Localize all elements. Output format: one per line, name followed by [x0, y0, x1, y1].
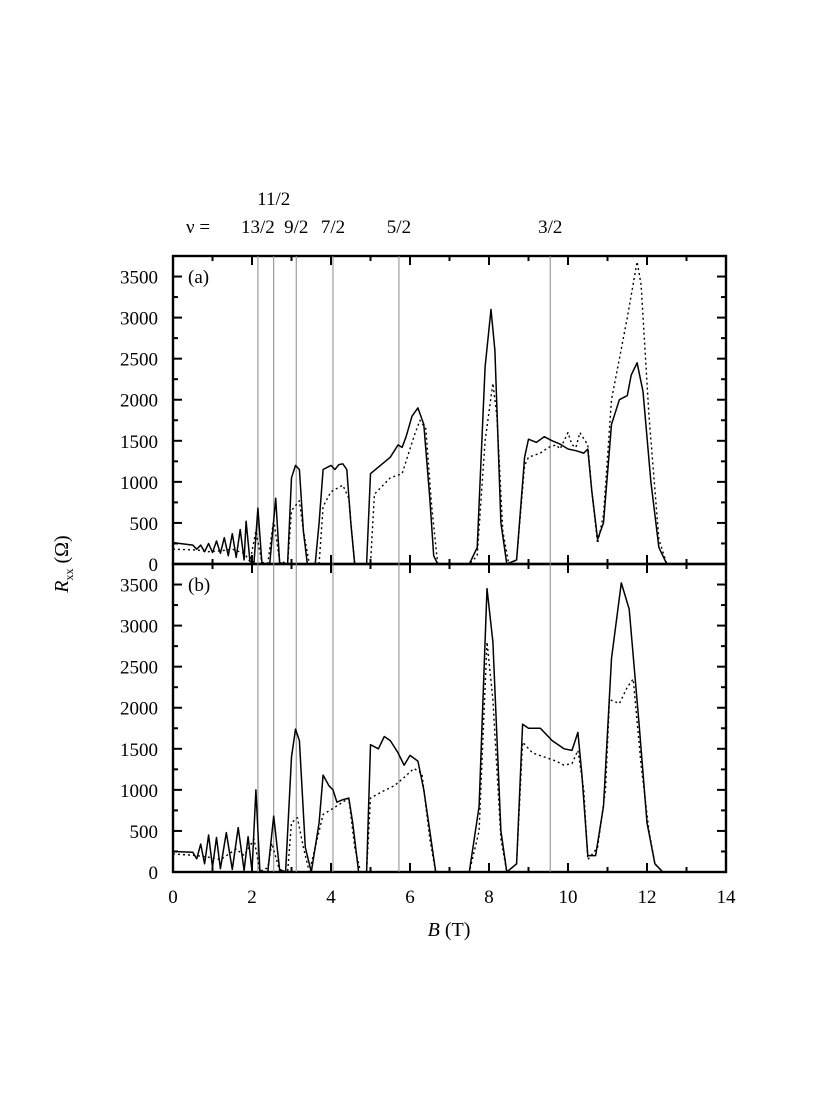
x-tick-label: 4	[326, 887, 336, 908]
x-tick-label: 8	[484, 887, 494, 908]
y-tick-label: 500	[130, 822, 159, 843]
x-tick-label: 14	[717, 887, 737, 908]
y-tick-label: 1000	[120, 781, 158, 802]
filling-factor-label: 7/2	[321, 217, 345, 238]
panel-b-solid-trace	[172, 582, 726, 873]
y-tick-label: 1000	[120, 473, 158, 494]
filling-factor-label: 9/2	[284, 217, 308, 238]
x-axis-label: B (T)	[428, 919, 471, 941]
y-tick-label: 3000	[120, 309, 158, 330]
y-axis-label: Rxx (Ω)	[51, 535, 76, 593]
x-tick-label: 12	[638, 887, 657, 908]
axis-ticks	[172, 256, 727, 873]
panel-b-dotted-trace	[172, 641, 726, 873]
filling-factor-label: 3/2	[538, 217, 562, 238]
filling-factor-label: 13/2	[241, 217, 275, 238]
x-tick-label: 6	[405, 887, 415, 908]
y-tick-label: 1500	[120, 432, 158, 453]
tick-labels: 0 2 4 6 8 10 12 1405001000150020002500300035000…	[120, 268, 736, 908]
x-tick-label: 2	[247, 887, 257, 908]
filling-factor-label: 11/2	[257, 189, 290, 210]
y-tick-label: 3500	[120, 576, 158, 597]
panel-a-solid-trace	[172, 308, 726, 565]
y-tick-label: 3500	[120, 268, 158, 289]
y-tick-label: 0	[149, 555, 159, 576]
filling-factor-prefix: ν =	[186, 217, 210, 238]
y-tick-label: 1500	[120, 740, 158, 761]
filling-factor-label: 5/2	[387, 217, 411, 238]
y-tick-label: 2500	[120, 350, 158, 371]
y-tick-label: 500	[130, 514, 159, 535]
panel-a-label: (a)	[188, 267, 209, 288]
y-tick-label: 0	[149, 863, 159, 884]
y-tick-label: 2000	[120, 391, 158, 412]
data-traces	[172, 261, 726, 873]
panel-b-label: (b)	[188, 575, 210, 596]
y-tick-label: 2000	[120, 699, 158, 720]
filling-factor-lines	[257, 256, 551, 872]
y-tick-label: 3000	[120, 617, 158, 638]
panel-a-dotted-trace	[172, 261, 726, 565]
panel-b-frame	[171, 562, 728, 874]
filling-factor-labels: 13/2 11/2 9/2 7/2 5/2 3/2	[241, 189, 562, 238]
x-tick-label: 0	[168, 887, 178, 908]
panel-a-frame	[171, 254, 728, 566]
y-tick-label: 2500	[120, 658, 158, 679]
x-tick-label: 10	[559, 887, 578, 908]
